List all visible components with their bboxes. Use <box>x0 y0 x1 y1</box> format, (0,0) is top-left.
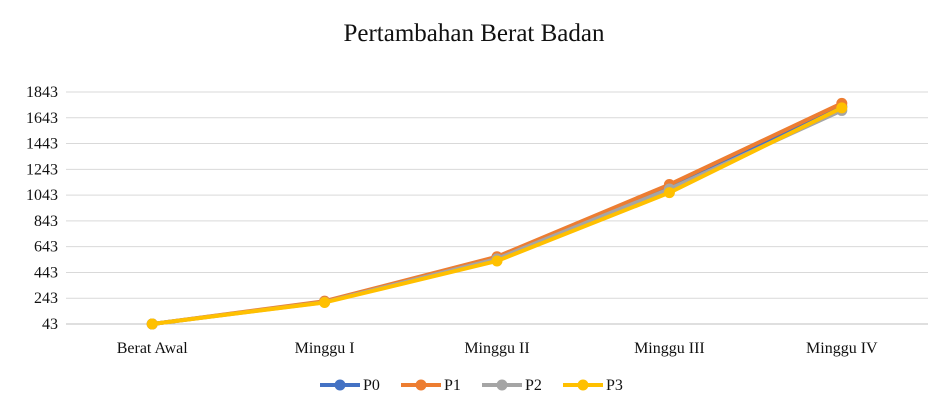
y-tick-label: 643 <box>34 239 58 256</box>
legend-swatch-marker <box>334 379 346 391</box>
chart-title: Pertambahan Berat Badan <box>343 20 605 47</box>
x-tick-label: Minggu IV <box>806 340 878 357</box>
data-point <box>491 255 503 267</box>
y-tick-label: 1243 <box>26 161 58 178</box>
y-tick-label: 1043 <box>26 187 58 204</box>
y-tick-label: 843 <box>34 213 58 230</box>
legend-swatch-marker <box>577 379 589 391</box>
x-tick-label: Minggu II <box>464 340 529 357</box>
x-tick-label: Minggu III <box>634 340 705 357</box>
series-line-p3 <box>150 105 844 326</box>
series-p3 <box>146 102 848 330</box>
y-tick-label: 1443 <box>26 136 58 153</box>
y-tick-label: 1843 <box>26 84 58 101</box>
series-p0 <box>146 101 848 330</box>
legend-item: P3 <box>563 377 623 394</box>
series-p1 <box>146 97 848 330</box>
x-tick-label: Berat Awal <box>117 340 189 357</box>
legend-label: P2 <box>525 377 542 394</box>
legend-item: P1 <box>401 377 461 394</box>
series-group <box>146 97 848 330</box>
series-line-p2 <box>150 108 844 326</box>
y-tick-label: 243 <box>34 290 58 307</box>
legend: P0 P1 P2 P3 <box>320 377 623 394</box>
x-axis-ticks: Berat Awal Minggu I Minggu II Minggu III Min… <box>117 340 878 357</box>
gridlines <box>66 91 928 325</box>
series-line-p0 <box>150 104 844 326</box>
series-p2 <box>146 104 848 330</box>
series-line-p1 <box>150 101 844 326</box>
legend-item: P2 <box>482 377 542 394</box>
data-point <box>146 318 158 330</box>
y-tick-label: 443 <box>34 264 58 281</box>
legend-label: P3 <box>606 377 623 394</box>
data-point <box>836 102 848 114</box>
y-tick-label: 1643 <box>26 110 58 127</box>
legend-label: P1 <box>444 377 461 394</box>
y-tick-label: 43 <box>42 316 58 333</box>
legend-swatch-marker <box>415 379 427 391</box>
x-tick-label: Minggu I <box>295 340 355 357</box>
legend-item: P0 <box>320 377 380 394</box>
y-axis-ticks: 43 243 443 643 843 1043 1243 1443 1643 1843 <box>26 84 58 333</box>
data-point <box>319 296 331 308</box>
legend-label: P0 <box>363 377 380 394</box>
data-point <box>663 187 675 199</box>
legend-swatch-marker <box>496 379 508 391</box>
